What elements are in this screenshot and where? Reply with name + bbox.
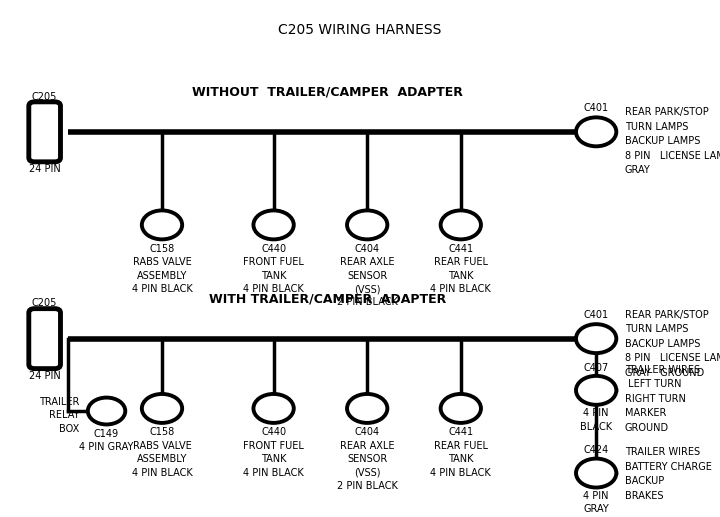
Text: RABS VALVE: RABS VALVE — [132, 440, 192, 451]
Text: 4 PIN BLACK: 4 PIN BLACK — [431, 284, 491, 294]
Text: 4 PIN BLACK: 4 PIN BLACK — [243, 284, 304, 294]
Circle shape — [88, 398, 125, 424]
Text: GROUND: GROUND — [625, 422, 669, 433]
Text: ASSEMBLY: ASSEMBLY — [137, 454, 187, 464]
Text: LEFT TURN: LEFT TURN — [625, 379, 681, 389]
Text: C205: C205 — [32, 92, 58, 102]
Text: (VSS): (VSS) — [354, 467, 380, 478]
Text: TANK: TANK — [448, 454, 474, 464]
Text: 2 PIN BLACK: 2 PIN BLACK — [337, 481, 397, 491]
Text: C424: C424 — [583, 445, 609, 455]
Text: BACKUP: BACKUP — [625, 476, 665, 486]
Text: REAR PARK/STOP: REAR PARK/STOP — [625, 310, 708, 320]
Text: GRAY: GRAY — [583, 504, 609, 514]
Text: REAR FUEL: REAR FUEL — [433, 440, 488, 451]
Text: GRAY   GROUND: GRAY GROUND — [625, 368, 704, 378]
Text: WITH TRAILER/CAMPER  ADAPTER: WITH TRAILER/CAMPER ADAPTER — [209, 292, 446, 305]
Circle shape — [347, 210, 387, 239]
Text: RABS VALVE: RABS VALVE — [132, 257, 192, 267]
Text: REAR FUEL: REAR FUEL — [433, 257, 488, 267]
Text: TANK: TANK — [448, 270, 474, 281]
Text: ASSEMBLY: ASSEMBLY — [137, 270, 187, 281]
Circle shape — [441, 210, 481, 239]
Circle shape — [142, 394, 182, 423]
FancyBboxPatch shape — [29, 102, 60, 162]
Text: FRONT FUEL: FRONT FUEL — [243, 257, 304, 267]
Text: RIGHT TURN: RIGHT TURN — [625, 393, 686, 404]
Text: C440: C440 — [261, 244, 286, 254]
Text: SENSOR: SENSOR — [347, 454, 387, 464]
Text: 4 PIN BLACK: 4 PIN BLACK — [243, 467, 304, 478]
Text: BACKUP LAMPS: BACKUP LAMPS — [625, 136, 701, 146]
Text: REAR AXLE: REAR AXLE — [340, 257, 395, 267]
Text: C441: C441 — [449, 244, 473, 254]
Text: BLACK: BLACK — [580, 421, 612, 432]
Text: 4 PIN BLACK: 4 PIN BLACK — [431, 467, 491, 478]
Circle shape — [253, 394, 294, 423]
FancyBboxPatch shape — [29, 309, 60, 369]
Text: C205 WIRING HARNESS: C205 WIRING HARNESS — [279, 23, 441, 37]
Text: C401: C401 — [584, 103, 608, 113]
Text: MARKER: MARKER — [625, 408, 666, 418]
Text: WITHOUT  TRAILER/CAMPER  ADAPTER: WITHOUT TRAILER/CAMPER ADAPTER — [192, 85, 463, 98]
Text: BOX: BOX — [59, 423, 79, 434]
Text: TURN LAMPS: TURN LAMPS — [625, 324, 688, 334]
Text: C441: C441 — [449, 427, 473, 437]
Text: C205: C205 — [32, 298, 58, 309]
Text: TRAILER: TRAILER — [39, 397, 79, 407]
Text: C158: C158 — [149, 427, 175, 437]
Text: 24 PIN: 24 PIN — [29, 371, 60, 381]
Circle shape — [347, 394, 387, 423]
Circle shape — [576, 117, 616, 146]
Text: C149: C149 — [94, 429, 119, 439]
Text: TANK: TANK — [261, 270, 287, 281]
Text: REAR AXLE: REAR AXLE — [340, 440, 395, 451]
Text: C158: C158 — [149, 244, 175, 254]
Circle shape — [576, 376, 616, 405]
Text: TURN LAMPS: TURN LAMPS — [625, 121, 688, 132]
Text: 8 PIN   LICENSE LAMPS: 8 PIN LICENSE LAMPS — [625, 353, 720, 363]
Text: REAR PARK/STOP: REAR PARK/STOP — [625, 107, 708, 117]
Text: GRAY: GRAY — [625, 165, 651, 175]
Text: 24 PIN: 24 PIN — [29, 164, 60, 174]
Text: TANK: TANK — [261, 454, 287, 464]
Text: SENSOR: SENSOR — [347, 270, 387, 281]
Circle shape — [576, 459, 616, 488]
Text: C401: C401 — [584, 310, 608, 320]
Text: 4 PIN GRAY: 4 PIN GRAY — [79, 442, 134, 452]
Text: C404: C404 — [355, 244, 379, 254]
Text: 4 PIN BLACK: 4 PIN BLACK — [132, 467, 192, 478]
Text: C440: C440 — [261, 427, 286, 437]
Text: C404: C404 — [355, 427, 379, 437]
Text: C407: C407 — [583, 362, 609, 373]
Circle shape — [253, 210, 294, 239]
Circle shape — [142, 210, 182, 239]
Text: 8 PIN   LICENSE LAMPS: 8 PIN LICENSE LAMPS — [625, 150, 720, 161]
Text: (VSS): (VSS) — [354, 284, 380, 294]
Text: RELAY: RELAY — [49, 410, 79, 420]
Text: TRAILER WIRES: TRAILER WIRES — [625, 364, 700, 375]
Text: 4 PIN: 4 PIN — [583, 408, 609, 418]
Text: TRAILER WIRES: TRAILER WIRES — [625, 447, 700, 458]
Text: 4 PIN BLACK: 4 PIN BLACK — [132, 284, 192, 294]
Text: BRAKES: BRAKES — [625, 491, 663, 501]
Text: BACKUP LAMPS: BACKUP LAMPS — [625, 339, 701, 349]
Circle shape — [576, 324, 616, 353]
Text: 2 PIN BLACK: 2 PIN BLACK — [337, 297, 397, 308]
Circle shape — [441, 394, 481, 423]
Text: FRONT FUEL: FRONT FUEL — [243, 440, 304, 451]
Text: BATTERY CHARGE: BATTERY CHARGE — [625, 462, 712, 472]
Text: 4 PIN: 4 PIN — [583, 491, 609, 501]
